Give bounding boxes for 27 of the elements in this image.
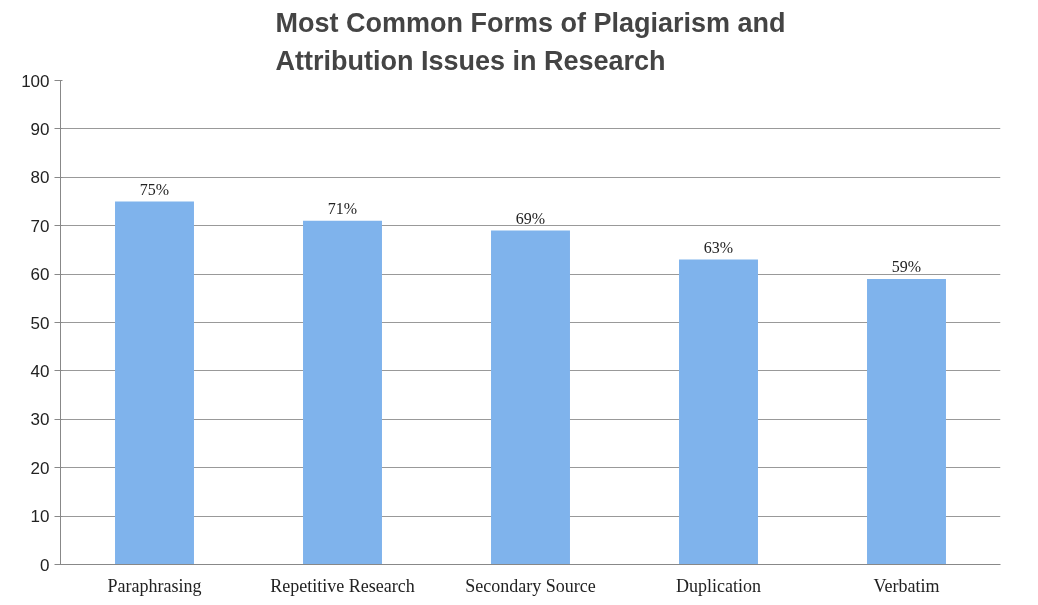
- y-tick-label: 80: [30, 168, 50, 188]
- bar: [115, 201, 194, 565]
- y-tick-label: 30: [30, 410, 50, 430]
- data-label: 75%: [139, 180, 170, 198]
- y-tick-label: 20: [30, 458, 50, 478]
- y-tick-label: 40: [30, 361, 50, 381]
- data-label: 59%: [891, 257, 922, 275]
- data-label: 71%: [327, 199, 358, 217]
- bar: [867, 278, 946, 565]
- bar: [491, 230, 570, 565]
- data-label: 69%: [515, 209, 546, 227]
- y-tick-label: 70: [30, 216, 50, 236]
- x-tick-label: Repetitive Research: [270, 575, 415, 596]
- x-tick-label: Secondary Source: [465, 575, 596, 596]
- x-tick-label: Duplication: [676, 575, 761, 596]
- bar: [679, 259, 758, 565]
- y-tick-label: 10: [30, 507, 50, 527]
- y-tick-label: 90: [30, 119, 50, 139]
- x-tick-label: Paraphrasing: [107, 575, 202, 596]
- chart-title: Most Common Forms of Plagiarism and Attribution Issues in Research: [275, 8, 786, 76]
- y-tick-label: 100: [21, 71, 50, 91]
- data-label: 63%: [703, 238, 734, 256]
- x-tick-label: Verbatim: [873, 575, 940, 596]
- y-tick-label: 60: [30, 265, 50, 285]
- bar: [303, 220, 382, 565]
- y-tick-label: 0: [40, 555, 50, 575]
- y-tick-label: 50: [30, 313, 50, 333]
